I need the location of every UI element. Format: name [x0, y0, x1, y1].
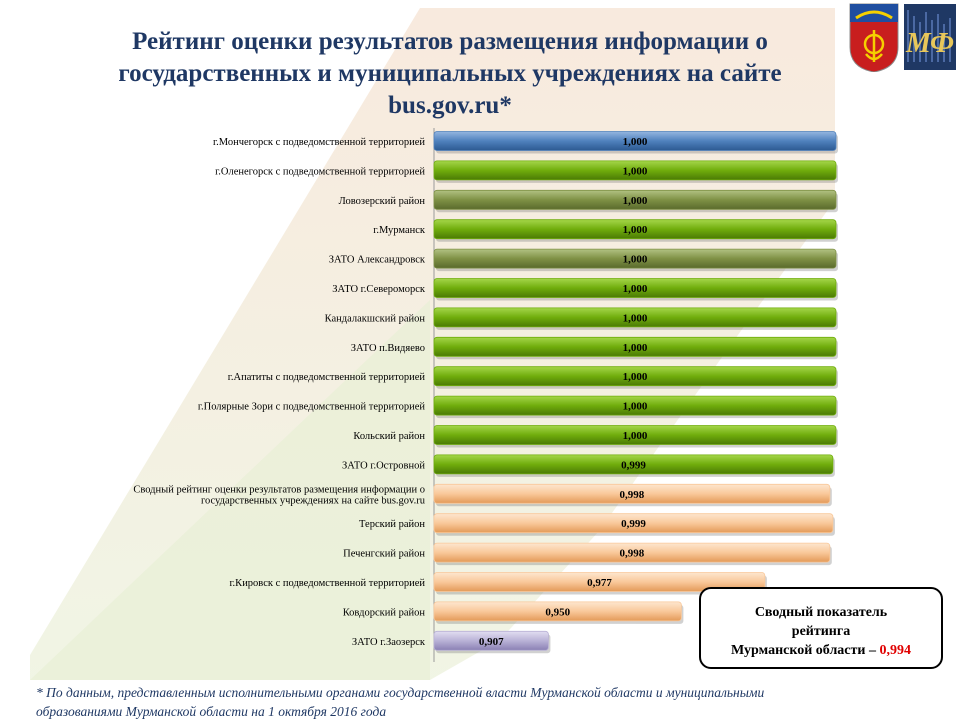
category-label-6: ЗАТО г.Североморск [332, 284, 426, 295]
category-label-8: ЗАТО п.Видяево [351, 343, 425, 354]
value-labels: 1,000 1,000 1,000 1,000 1,000 1,000 1,000 1,000… [479, 136, 648, 648]
value-label-7: 1,000 [623, 312, 648, 324]
page-title: Рейтинг оценки результатов размещения ин… [118, 28, 782, 119]
bar-1 [433, 131, 837, 151]
bar-10 [433, 395, 837, 416]
value-label-2: 1,000 [623, 165, 648, 177]
value-label-1: 1,000 [623, 136, 648, 148]
value-label-13: 0,998 [620, 489, 645, 501]
category-label-3: Ловозерский район [339, 196, 426, 207]
value-label-8: 1,000 [623, 342, 648, 354]
category-label-4: г.Мурманск [373, 225, 426, 236]
summary-line3: Мурманской области – 0,994 [701, 641, 941, 660]
category-label-5: ЗАТО Александровск [329, 255, 426, 266]
summary-line3-prefix: Мурманской области – [731, 643, 880, 658]
category-label-12: ЗАТО г.Островной [342, 460, 425, 471]
value-label-16: 0,977 [587, 577, 612, 589]
value-label-4: 1,000 [623, 224, 648, 236]
value-label-14: 0,999 [621, 518, 646, 530]
summary-box: Сводный показатель рейтинга Мурманской о… [699, 587, 943, 669]
bar-13 [433, 483, 831, 504]
bar-17 [433, 601, 682, 622]
category-label-10: г.Полярные Зори с подведомственной терри… [198, 402, 426, 413]
emblems: МФ [849, 3, 956, 72]
bar-4 [433, 219, 837, 240]
bar-12 [433, 454, 834, 475]
bar-15 [433, 542, 831, 563]
bar-5 [433, 248, 837, 269]
category-label-1: г.Мончегорск с подведомственной территор… [213, 137, 425, 148]
category-label-15: Печенгский район [343, 549, 425, 560]
summary-line2: рейтинга [791, 624, 851, 639]
bar-3 [433, 189, 837, 210]
murmansk-coat-of-arms-icon [849, 3, 899, 72]
bar-2 [433, 160, 837, 181]
footnote: * По данным, представленным исполнительн… [36, 685, 765, 719]
category-label-14: Терский район [359, 519, 425, 530]
category-label-13: Сводный рейтинг оценки результатов разме… [133, 484, 425, 506]
category-label-2: г.Оленегорск с подведомственной территор… [215, 166, 425, 177]
value-label-5: 1,000 [623, 254, 648, 266]
value-label-9: 1,000 [623, 371, 648, 383]
ministry-mf-logo-icon: МФ [904, 4, 956, 70]
bar-16 [433, 572, 766, 592]
value-label-10: 1,000 [623, 401, 648, 413]
value-label-17: 0,950 [545, 606, 570, 618]
category-label-11: Кольский район [353, 431, 425, 442]
category-label-17: Ковдорский район [343, 607, 426, 618]
bar-7 [433, 307, 837, 328]
bar-6 [433, 278, 837, 298]
value-label-6: 1,000 [623, 283, 648, 295]
category-labels: г.Мончегорск с подведомственной территор… [133, 137, 426, 648]
value-label-18: 0,907 [479, 636, 504, 648]
svg-text:МФ: МФ [905, 28, 954, 59]
bar-18 [433, 630, 549, 651]
value-label-11: 1,000 [623, 430, 648, 442]
bar-14 [433, 513, 834, 534]
bars [433, 131, 838, 654]
bar-8 [433, 336, 837, 357]
background-wedge-green [30, 300, 430, 680]
value-label-3: 1,000 [623, 195, 648, 207]
value-label-12: 0,999 [621, 459, 646, 471]
bar-9 [433, 366, 837, 387]
category-label-7: Кандалакшский район [325, 313, 426, 324]
category-label-9: г.Апатиты с подведомственной территорией [228, 372, 426, 383]
category-label-18: ЗАТО г.Заозерск [352, 637, 426, 648]
value-label-15: 0,998 [620, 548, 645, 560]
category-label-16: г.Кировск с подведомственной территорией [229, 578, 425, 589]
summary-value: 0,994 [879, 643, 911, 658]
bar-11 [433, 425, 837, 445]
summary-line1: Сводный показатель [754, 605, 888, 620]
